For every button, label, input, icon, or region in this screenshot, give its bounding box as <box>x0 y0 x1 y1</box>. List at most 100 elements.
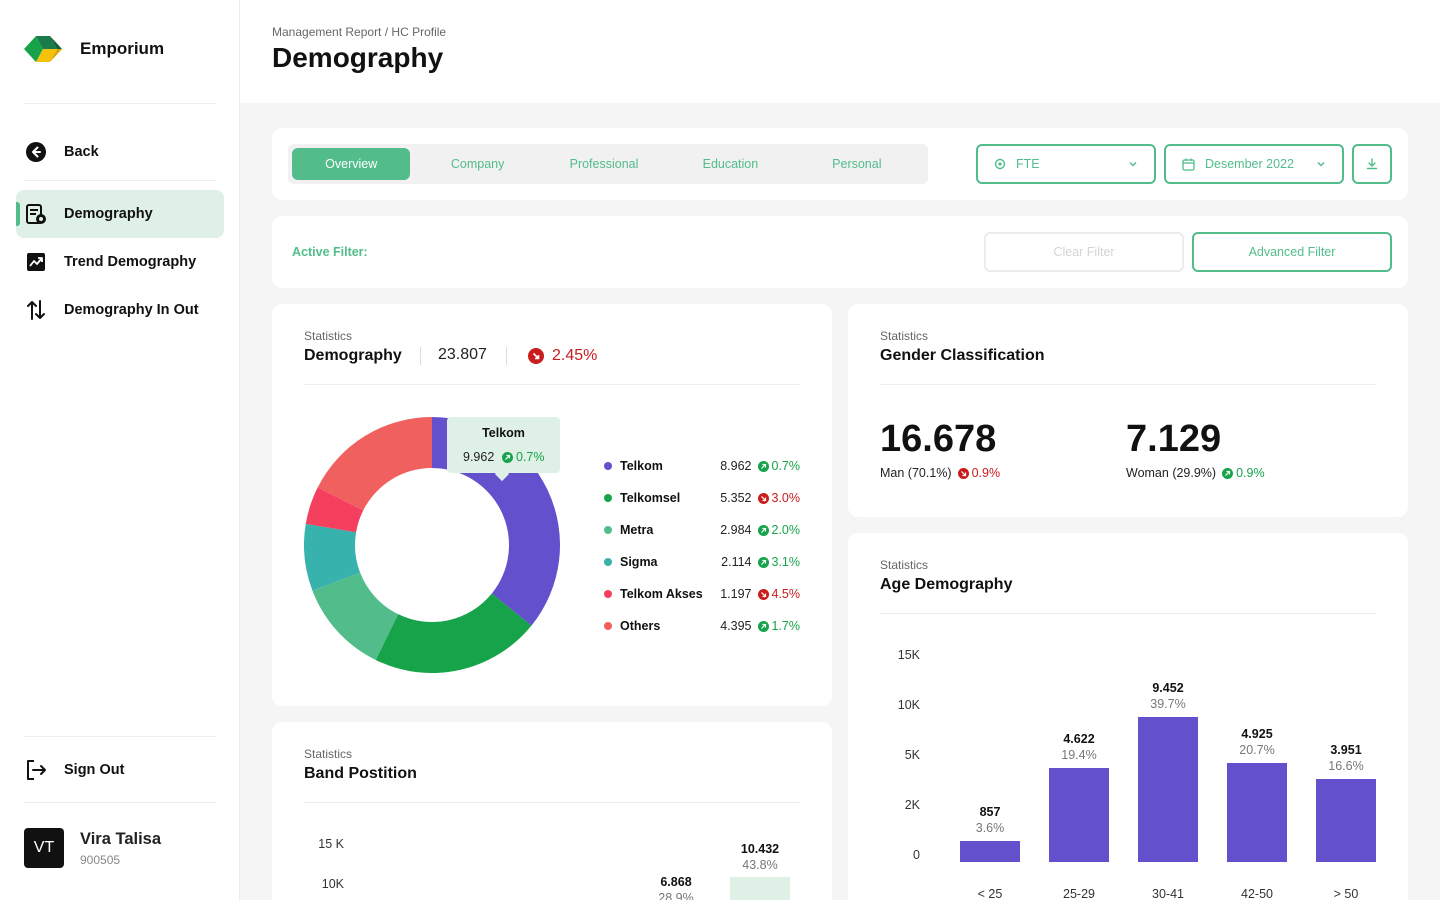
man-stats: Man (70.1%) 0.9% <box>880 466 1000 480</box>
legend-item: Others 4.395 1.7% <box>604 618 800 634</box>
legend-item: Metra 2.984 2.0% <box>604 522 800 538</box>
donut-slice-others[interactable] <box>317 417 432 511</box>
legend-item: Telkom Akses 1.197 4.5% <box>604 586 800 602</box>
chevron-down-icon <box>1128 159 1138 169</box>
legend-change-value: 4.5% <box>771 587 801 601</box>
y-tick-label: 10K <box>897 698 920 712</box>
tab-overview[interactable]: Overview <box>292 148 411 180</box>
donut-slice-telkomsel[interactable] <box>375 593 532 673</box>
divider <box>24 736 216 737</box>
bar-value-label: 4.622 <box>1063 732 1095 747</box>
band-bar-label: 10.432 43.8% <box>720 842 800 872</box>
sidebar-item-trend-demography[interactable]: Trend Demography <box>16 238 224 286</box>
user-name: Vira Talisa <box>80 830 162 848</box>
sidebar-item-demography-in-out[interactable]: Demography In Out <box>16 286 224 334</box>
age-card: Statistics Age Demography 0 2K 5K 10K 15K 857… <box>848 533 1408 900</box>
sign-out-icon <box>24 758 48 782</box>
period-select[interactable]: Desember 2022 <box>1164 144 1344 184</box>
age-bar[interactable] <box>1227 763 1287 862</box>
donut-slice-metra[interactable] <box>312 572 399 660</box>
demography-change: 2.45% <box>528 347 597 365</box>
sign-out-label: Sign Out <box>64 762 125 778</box>
separator <box>506 347 507 365</box>
man-count: 16.678 <box>880 418 997 460</box>
bar-percent-label: 3.6% <box>975 820 1005 835</box>
bar-percent-label: 19.4% <box>1061 748 1097 763</box>
divider <box>24 802 216 803</box>
bar-value-label: 857 <box>979 804 1001 819</box>
bar-percent-label: 39.7% <box>1150 697 1186 712</box>
section-label: Statistics <box>304 329 353 343</box>
age-bar[interactable] <box>1316 779 1376 862</box>
x-tick-label: 30-41 <box>1152 887 1184 900</box>
divider <box>304 384 800 385</box>
sidebar-item-label: Demography <box>64 206 153 222</box>
legend-value: 2.114 <box>721 555 752 569</box>
divider <box>24 180 216 181</box>
avatar[interactable]: VT <box>24 828 64 868</box>
legend-change: 4.5% <box>757 587 801 601</box>
download-button[interactable] <box>1352 144 1392 184</box>
section-label: Statistics <box>880 558 929 572</box>
trend-down-icon <box>528 348 544 364</box>
separator <box>420 347 421 365</box>
demography-card: Statistics Demography 23.807 2.45% Telko… <box>272 304 832 706</box>
sign-out-button[interactable]: Sign Out <box>16 746 224 794</box>
legend-swatch <box>604 590 612 598</box>
demography-total: 23.807 <box>438 346 487 363</box>
gender-card: Statistics Gender Classification 16.678 … <box>848 304 1408 517</box>
legend-name: Metra <box>620 523 654 537</box>
legend-item: Telkomsel 5.352 3.0% <box>604 490 800 506</box>
legend-swatch <box>604 558 612 566</box>
trend-down-icon <box>957 467 969 479</box>
bar-percent-label: 43.8% <box>742 858 778 872</box>
legend-value: 4.395 <box>720 619 752 633</box>
employee-type-select[interactable]: FTE <box>976 144 1156 184</box>
chevron-down-icon <box>1316 159 1326 169</box>
legend-name: Telkom Akses <box>620 587 703 601</box>
tab-company[interactable]: Company <box>450 157 505 171</box>
card-title: Band Postition <box>304 765 417 782</box>
legend-change-value: 0.7% <box>771 459 801 473</box>
back-button[interactable]: Back <box>16 128 224 176</box>
legend-change-value: 3.1% <box>771 555 801 569</box>
y-tick-label: 5K <box>904 748 920 762</box>
legend-name: Sigma <box>620 555 658 569</box>
advanced-filter-button[interactable]: Advanced Filter <box>1192 232 1392 272</box>
section-label: Statistics <box>304 747 353 761</box>
donut-slice-telkom-akses[interactable] <box>305 487 364 533</box>
divider <box>24 103 216 104</box>
age-bar[interactable] <box>960 840 1020 862</box>
clear-filter-button[interactable]: Clear Filter <box>984 232 1184 272</box>
age-bar-label: 3.951 16.6% <box>1306 743 1386 773</box>
x-tick-label: > 50 <box>1333 887 1359 900</box>
legend-change: 3.1% <box>757 555 801 569</box>
breadcrumb[interactable]: Management Report / HC Profile <box>272 25 447 39</box>
bar-percent-label: 20.7% <box>1239 743 1275 758</box>
donut-slice-sigma[interactable] <box>304 523 361 591</box>
legend-change: 0.7% <box>757 459 801 473</box>
tab-personal[interactable]: Personal <box>832 157 882 171</box>
brand[interactable]: Emporium <box>24 34 164 64</box>
divider <box>304 802 800 803</box>
woman-change: 0.9% <box>1222 466 1265 480</box>
calendar-icon <box>1182 158 1195 171</box>
age-bar[interactable] <box>1138 717 1198 862</box>
age-bar[interactable] <box>1049 768 1109 862</box>
y-tick-label: 0 <box>913 848 920 862</box>
back-label: Back <box>64 144 99 160</box>
tab-professional[interactable]: Professional <box>569 157 639 171</box>
trend-down-icon <box>757 492 769 504</box>
sidebar-item-demography[interactable]: Demography <box>16 190 224 238</box>
trend-up-icon <box>757 620 769 632</box>
legend-swatch <box>604 622 612 630</box>
trend-up-icon <box>757 524 769 536</box>
bar-percent-label: 16.6% <box>1328 759 1364 774</box>
tooltip-change: 0.7% <box>502 450 545 464</box>
divider <box>880 613 1376 614</box>
tab-education[interactable]: Education <box>702 157 759 171</box>
page-header: Management Report / HC Profile Demograph… <box>240 0 1440 103</box>
tooltip-change-value: 0.7% <box>516 450 545 464</box>
card-title: Demography <box>304 347 402 364</box>
sidebar: Emporium Back Demography Trend Demograph… <box>0 0 240 900</box>
